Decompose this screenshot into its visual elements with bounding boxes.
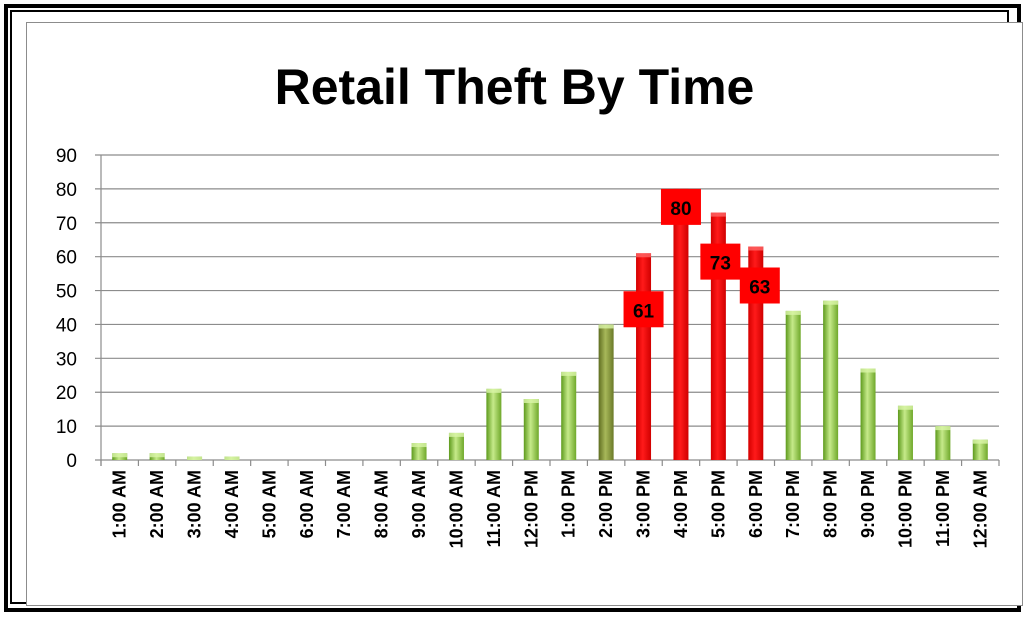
bar-cap: [935, 426, 951, 431]
x-tick-label: 5:00 PM: [708, 470, 728, 538]
data-label-box: [739, 267, 780, 304]
bar: [636, 253, 652, 460]
x-tick-label: 3:00 PM: [634, 470, 654, 538]
gridlines: [95, 154, 1000, 466]
data-label: 61: [633, 301, 655, 322]
y-axis-ticks: 0 10 20 30 40 50 60 70 80 90: [56, 146, 77, 472]
bar-cap: [224, 456, 240, 460]
x-tick-label: 7:00 PM: [783, 470, 803, 538]
bar: [523, 399, 539, 460]
x-tick-label: 10:00 AM: [446, 470, 466, 548]
x-tick-label: 4:00 PM: [671, 470, 691, 538]
bar-cap: [785, 310, 801, 315]
bar-cap: [523, 399, 539, 403]
bar: [561, 371, 577, 460]
bar-cap: [710, 212, 726, 217]
bar-cap: [897, 405, 913, 410]
x-tick-label: 5:00 AM: [259, 470, 279, 538]
bar: [411, 443, 427, 460]
x-tick-label: 12:00 AM: [970, 470, 990, 548]
bar: [935, 426, 951, 460]
chart-title: Retail Theft By Time: [274, 59, 755, 115]
y-tick-label: 20: [56, 383, 77, 404]
x-tick-label: 1:00 PM: [559, 470, 579, 538]
x-tick-label: 6:00 AM: [297, 470, 317, 538]
y-tick-label: 50: [56, 282, 77, 303]
data-label-box: [660, 188, 701, 225]
y-tick-label: 80: [56, 180, 77, 201]
y-tick-label: 70: [56, 214, 77, 235]
bar-cap: [860, 368, 876, 373]
bar: [486, 388, 502, 460]
x-tick-label: 6:00 PM: [746, 470, 766, 538]
bar: [823, 300, 839, 460]
data-label: 73: [710, 254, 731, 275]
x-tick-label: 1:00 AM: [110, 470, 130, 538]
bar-cap: [149, 453, 165, 458]
bar: [860, 368, 876, 460]
x-tick-label: 3:00 AM: [185, 470, 205, 538]
x-tick-label: 11:00 AM: [484, 470, 504, 547]
x-axis-labels: 1:00 AM 2:00 AM 3:00 AM 4:00 AM 5:00 AM 6:00 …: [110, 470, 991, 548]
y-tick-label: 10: [56, 417, 77, 438]
x-tick-label: 7:00 AM: [334, 470, 354, 538]
bar-cap: [187, 456, 203, 460]
bar-cap: [598, 324, 614, 329]
x-tick-label: 8:00 AM: [372, 470, 392, 538]
x-tick-label: 2:00 AM: [147, 470, 167, 538]
bar-cap: [486, 388, 502, 393]
bar-cap: [636, 253, 652, 258]
x-tick-label: 11:00 PM: [933, 470, 953, 547]
bar: [785, 310, 801, 460]
data-label: 63: [749, 278, 770, 299]
bar-cap: [823, 300, 839, 305]
bar: [673, 188, 689, 460]
y-tick-label: 0: [66, 451, 77, 472]
data-label-box: [623, 291, 664, 328]
x-tick-label: 9:00 AM: [409, 470, 429, 538]
x-tick-label: 10:00 PM: [895, 470, 915, 548]
chart-area: [26, 22, 1023, 606]
bar: [972, 439, 988, 460]
x-tick-label: 9:00 PM: [858, 470, 878, 538]
x-tick-label: 2:00 PM: [596, 470, 616, 538]
y-tick-label: 40: [56, 315, 77, 336]
bar-cap: [411, 443, 427, 448]
y-tick-label: 30: [56, 349, 77, 370]
data-labels: 61 80 73 63: [623, 188, 780, 328]
y-tick-label: 90: [56, 146, 77, 167]
data-label: 80: [670, 199, 691, 220]
bar-cap: [972, 439, 988, 444]
x-tick-label: 8:00 PM: [821, 470, 841, 538]
bar: [897, 405, 913, 460]
bar: [448, 432, 464, 460]
bar-cap: [112, 453, 128, 458]
data-label-box: [700, 243, 741, 280]
bar: [598, 324, 614, 460]
x-tick-label: 4:00 AM: [222, 470, 242, 538]
y-tick-label: 60: [56, 248, 77, 269]
bar-cap: [748, 246, 764, 251]
bar-cap: [561, 371, 577, 376]
bar-cap: [448, 432, 464, 437]
x-tick-label: 12:00 PM: [521, 470, 541, 548]
